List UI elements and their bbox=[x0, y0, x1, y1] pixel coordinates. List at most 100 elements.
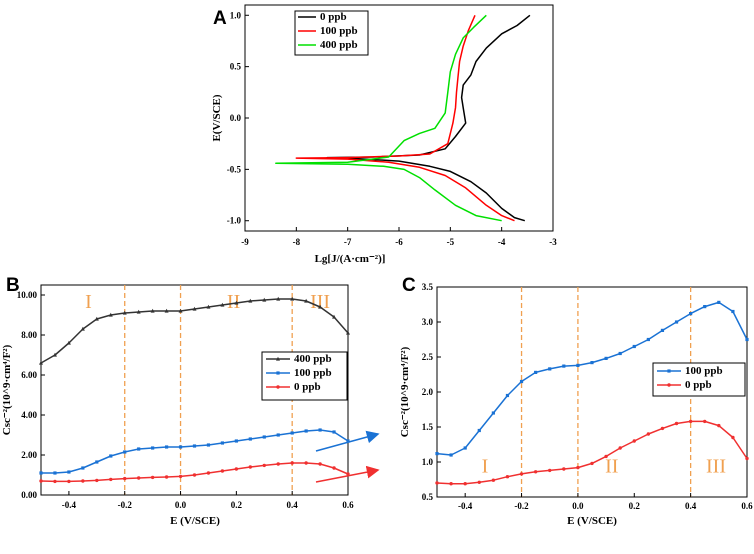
panel-b-data-point bbox=[192, 444, 197, 448]
panel-b-data-point bbox=[290, 296, 295, 301]
panel-c-data-point bbox=[449, 482, 453, 486]
panel-b-data-point bbox=[178, 308, 183, 313]
panel-c-data-point bbox=[688, 419, 693, 424]
panel-a-xtick-label: -9 bbox=[241, 237, 249, 247]
panel-c-data-point bbox=[519, 472, 524, 476]
panel-c-data-point bbox=[491, 411, 495, 415]
panel-b-legend-label: 400 ppb bbox=[294, 353, 332, 365]
panel-a-legend-label: 100 ppb bbox=[320, 25, 358, 37]
panel-b-data-point bbox=[67, 470, 71, 474]
panel-a-series-group bbox=[275, 14, 531, 222]
panel-b-data-point bbox=[123, 476, 127, 481]
panel-c-data-point bbox=[576, 465, 580, 470]
panel-a-ytick-label: -1.0 bbox=[227, 216, 242, 226]
panel-b-data-point bbox=[290, 461, 294, 465]
panel-b-region-label: II bbox=[227, 291, 240, 313]
panel-c-data-point bbox=[590, 361, 594, 365]
panel-b-data-point bbox=[206, 443, 211, 447]
panel-c-legend-marker bbox=[667, 369, 671, 373]
panel-c-data-point bbox=[477, 428, 481, 433]
panel-b-region-label: I bbox=[85, 291, 92, 313]
panel-c-data-point bbox=[674, 320, 679, 324]
panel-a-xtick-label: -7 bbox=[344, 237, 352, 247]
panel-b-data-point bbox=[262, 297, 267, 302]
panel-b-data-point bbox=[304, 461, 308, 465]
panel-c-ytick-label: 3.0 bbox=[422, 317, 434, 327]
panel-b-xtick-label: -0.2 bbox=[118, 500, 133, 510]
panel-c-data-point bbox=[519, 379, 524, 384]
panel-c-data-point bbox=[660, 328, 665, 332]
panel-a-legend-box bbox=[294, 10, 369, 56]
panel-c-legend: 100 ppb 0 ppb bbox=[652, 362, 746, 397]
panel-b-data-point bbox=[332, 466, 336, 470]
panel-b-data-point bbox=[136, 309, 141, 314]
panel-c-data-point bbox=[590, 461, 594, 466]
panel-c-legend-label: 0 ppb bbox=[685, 379, 712, 391]
panel-b-xtick-label: 0.0 bbox=[175, 500, 187, 510]
panel-b-ytick-label: 0.00 bbox=[21, 490, 37, 500]
panel-c-data-point bbox=[674, 421, 679, 426]
panel-b-legend-marker bbox=[276, 371, 280, 375]
panel-b-data-point bbox=[52, 352, 57, 357]
panel-b-data-point bbox=[109, 477, 113, 482]
panel-a-xtick-label: -5 bbox=[447, 237, 455, 247]
panel-b-legend-marker bbox=[276, 385, 280, 389]
panel-c-series-group bbox=[435, 300, 749, 486]
panel-b-data-point bbox=[95, 478, 99, 483]
panel-label-b: B bbox=[6, 275, 20, 296]
panel-a-xlabel: Lg[J/(A·cm⁻²)] bbox=[315, 253, 386, 265]
panel-b-ytick-label: 10.00 bbox=[17, 290, 38, 300]
panel-a-polarization: A -9 -8 -7 -6 -5 -4 -3 -1.0 -0.5 0.0 0.5 1.0 E(V/S… bbox=[211, 4, 557, 265]
panel-b-data-point bbox=[108, 312, 113, 317]
panel-b-data-point bbox=[262, 435, 266, 439]
panel-c-xtick-label: 0.0 bbox=[572, 501, 584, 511]
panel-b-data-point bbox=[94, 316, 99, 321]
panel-a-ytick-label: 0.5 bbox=[230, 62, 242, 72]
panel-c-ytick-label: 1.0 bbox=[422, 457, 434, 467]
panel-label-a: A bbox=[213, 8, 227, 29]
panel-b-data-point bbox=[150, 475, 155, 480]
panel-b-data-point bbox=[53, 471, 57, 475]
panel-b-data-point bbox=[80, 326, 85, 331]
panel-c-data-point bbox=[548, 468, 552, 473]
panel-b-data-point bbox=[276, 433, 280, 437]
panel-b-data-point bbox=[304, 298, 309, 303]
panel-c-data-point bbox=[689, 312, 693, 316]
panel-c-data-point bbox=[463, 446, 467, 450]
panel-c-data-point bbox=[477, 480, 481, 484]
panel-b-data-point bbox=[67, 479, 71, 484]
panel-b-data-point bbox=[39, 479, 43, 483]
panel-b-data-point bbox=[346, 439, 350, 443]
panel-b-data-point bbox=[151, 446, 155, 450]
panel-b-data-point bbox=[206, 471, 211, 475]
panel-b-data-point bbox=[66, 340, 71, 345]
panel-b-data-point bbox=[262, 463, 266, 468]
panel-c-data-point bbox=[562, 364, 566, 368]
panel-c-region-label: II bbox=[605, 456, 618, 478]
panel-a-ytick-label: -0.5 bbox=[227, 164, 242, 174]
panel-b-data-point bbox=[248, 465, 253, 469]
panel-c-data-point bbox=[745, 337, 749, 342]
panel-b-data-point bbox=[318, 428, 322, 432]
panel-b-data-point bbox=[136, 476, 141, 480]
panel-b-series-group bbox=[39, 296, 350, 484]
panel-b-data-point bbox=[122, 310, 127, 315]
panel-b-data-point bbox=[220, 441, 225, 445]
panel-c-ytick-label: 2.0 bbox=[422, 387, 434, 397]
panel-b-data-point bbox=[192, 473, 197, 477]
panel-a-legend-label: 0 ppb bbox=[320, 11, 347, 23]
panel-c-data-point bbox=[604, 356, 608, 360]
panel-b-data-point bbox=[276, 462, 280, 466]
panel-c-data-point bbox=[562, 467, 566, 471]
panel-b-data-point bbox=[332, 314, 337, 319]
panel-c-legend-label: 100 ppb bbox=[685, 365, 723, 377]
panel-a-ytick-label: 0.0 bbox=[230, 113, 242, 123]
panel-b-data-point bbox=[178, 445, 183, 449]
panel-b-ytick-label: 8.00 bbox=[21, 330, 37, 340]
panel-b-data-point bbox=[220, 469, 225, 473]
panel-b-legend-label: 100 ppb bbox=[294, 367, 332, 379]
panel-b-xtick-label: 0.4 bbox=[287, 500, 299, 510]
panel-b-ylabel: Csc⁻²(10^9·cm⁴/F²) bbox=[1, 344, 13, 435]
panel-a-series-line bbox=[275, 14, 502, 222]
panel-c-xlabel: E (V/SCE) bbox=[567, 515, 617, 527]
